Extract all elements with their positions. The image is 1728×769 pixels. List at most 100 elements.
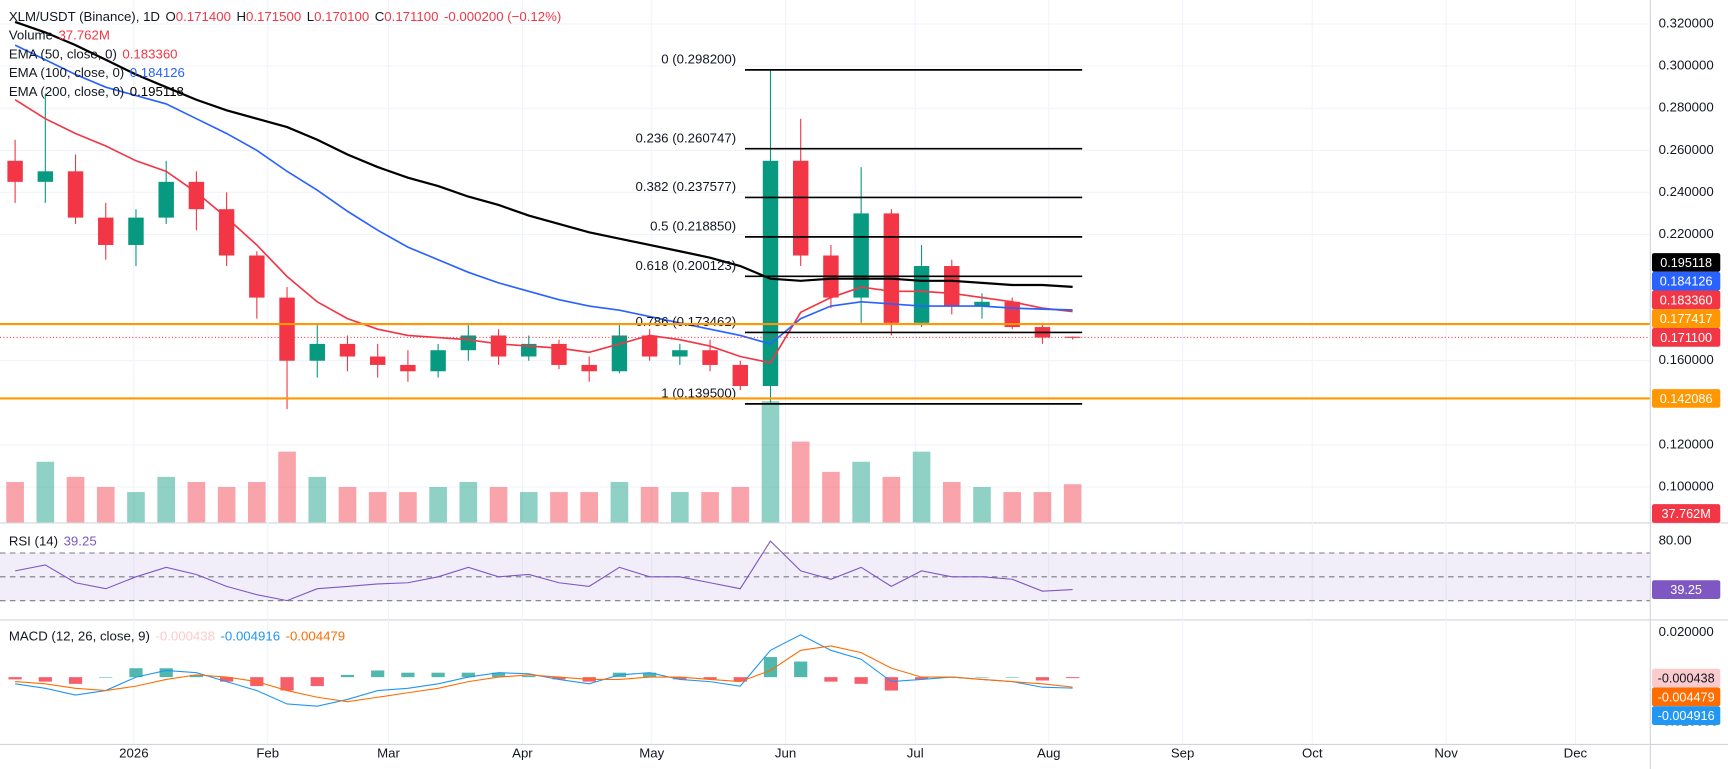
fib-label: 0.236 (0.260747) xyxy=(635,130,736,145)
price-tag xyxy=(1651,328,1721,347)
y-tick-label: 0.100000 xyxy=(1659,479,1714,494)
volume-bar xyxy=(701,492,719,523)
x-tick-label: 2026 xyxy=(119,745,148,760)
y-tick-label: 0.240000 xyxy=(1659,184,1714,199)
fib-label: 0.5 (0.218850) xyxy=(650,218,736,233)
volume-bar xyxy=(731,487,750,523)
ohlc-key: H xyxy=(236,8,247,25)
candle-body xyxy=(128,217,144,245)
candle-body xyxy=(158,181,174,218)
volume-bar xyxy=(368,492,387,523)
x-tick-label: May xyxy=(639,745,664,760)
macd-histogram xyxy=(522,676,536,678)
candle-body xyxy=(430,350,446,372)
y-tick-label: 0.160000 xyxy=(1659,352,1714,367)
ohlc-key: L xyxy=(306,8,315,25)
macd-histogram xyxy=(491,672,506,678)
candle-body xyxy=(611,335,628,372)
signal-line xyxy=(15,645,1073,703)
volume-bar xyxy=(248,481,266,523)
legend-value: -0.000438 xyxy=(155,628,216,644)
legend-name: EMA (50, close, 0) xyxy=(8,46,117,62)
x-tick-label: Dec xyxy=(1564,745,1588,760)
volume-bar xyxy=(942,481,961,523)
legend-value: -0.004916 xyxy=(220,628,281,644)
macd-histogram xyxy=(280,677,294,691)
macd-histogram xyxy=(371,670,385,678)
macd-histogram xyxy=(189,674,204,678)
fib-label: 0 (0.298200) xyxy=(661,51,736,66)
legend-title: XLM/USDT (Binance), 1D xyxy=(8,8,160,25)
legend-value: 0.183360 xyxy=(122,46,178,62)
candle-body xyxy=(762,160,779,386)
volume-bar xyxy=(640,487,659,523)
legend-row: EMA (100, close, 0) 0.184126 xyxy=(9,64,567,83)
candle-body xyxy=(400,364,416,372)
volume-bar xyxy=(610,481,629,523)
volume-bar xyxy=(519,492,538,523)
legend-name: EMA (200, close, 0) xyxy=(8,83,125,100)
legend-title: RSI (14) xyxy=(8,533,59,549)
macd-histogram xyxy=(220,677,234,682)
volume-bar xyxy=(580,492,599,523)
price-tag-label: 37.762M xyxy=(1661,507,1710,521)
legend-value: 0.195118 xyxy=(129,83,184,100)
candle-body xyxy=(490,335,507,357)
volume-bar xyxy=(1033,492,1052,523)
legend-value: 39.25 xyxy=(63,533,97,549)
price-tag xyxy=(1651,309,1721,329)
x-tick-label: Jun xyxy=(775,745,796,760)
candle-body xyxy=(218,209,235,256)
macd-histogram xyxy=(129,668,143,678)
fib-label: 1 (0.139500) xyxy=(661,385,736,400)
volume-bar xyxy=(6,481,24,523)
candle-body xyxy=(974,301,990,307)
fib-label: 0.618 (0.200123) xyxy=(635,258,736,273)
volume-bar xyxy=(459,481,478,523)
macd-histogram xyxy=(431,672,445,678)
price-tag-label: 0.184126 xyxy=(1660,275,1713,289)
y-tick-label: 0.260000 xyxy=(1659,142,1714,157)
legend-title: MACD (12, 26, close, 9) xyxy=(8,628,150,644)
legend-name: Volume xyxy=(8,27,53,43)
candle-body xyxy=(944,266,960,307)
volume-bar xyxy=(761,401,780,523)
candle-body xyxy=(702,350,718,365)
ohlc-value: 0.170100 xyxy=(314,8,370,25)
macd-histogram xyxy=(1035,677,1050,681)
macd-histogram xyxy=(461,672,475,678)
candle-body xyxy=(339,343,356,357)
ohlc-value: 0.171500 xyxy=(246,8,302,25)
price-tag-label: 0.142086 xyxy=(1660,392,1713,406)
volume-bar xyxy=(66,476,85,523)
candle-body xyxy=(279,297,295,361)
price-tag xyxy=(1651,668,1721,688)
volume-bar xyxy=(429,487,447,523)
candle-body xyxy=(67,171,84,218)
price-tag-label: 0.171100 xyxy=(1660,331,1712,345)
price-tag xyxy=(1651,389,1721,408)
macd-histogram xyxy=(914,677,929,680)
price-legend: XLM/USDT (Binance), 1D O0.171400 H0.171500… xyxy=(9,8,567,102)
y-tick-label: 0.320000 xyxy=(1659,15,1714,30)
macd-histogram xyxy=(884,677,898,691)
macd-histogram xyxy=(1066,677,1080,679)
price-tag-label: -0.000438 xyxy=(1658,672,1715,686)
y-tick-label: 0.120000 xyxy=(1659,436,1714,451)
price-tag-label: 39.25 xyxy=(1670,583,1702,597)
macd-histogram xyxy=(340,674,355,678)
candle-body xyxy=(581,364,597,372)
price-tag xyxy=(1651,504,1721,523)
legend-row: EMA (200, close, 0) 0.195118 xyxy=(9,83,567,102)
price-tag-label: 0.177417 xyxy=(1660,312,1713,326)
macd-histogram xyxy=(552,677,566,680)
volume-bar xyxy=(1063,484,1082,523)
volume-bar xyxy=(399,492,417,523)
ohlc-key: O xyxy=(165,8,176,25)
ohlc-key: C xyxy=(374,8,385,25)
fib-label: 0.786 (0.173462) xyxy=(635,314,736,329)
macd-histogram xyxy=(854,677,868,684)
candle-body xyxy=(37,171,54,182)
